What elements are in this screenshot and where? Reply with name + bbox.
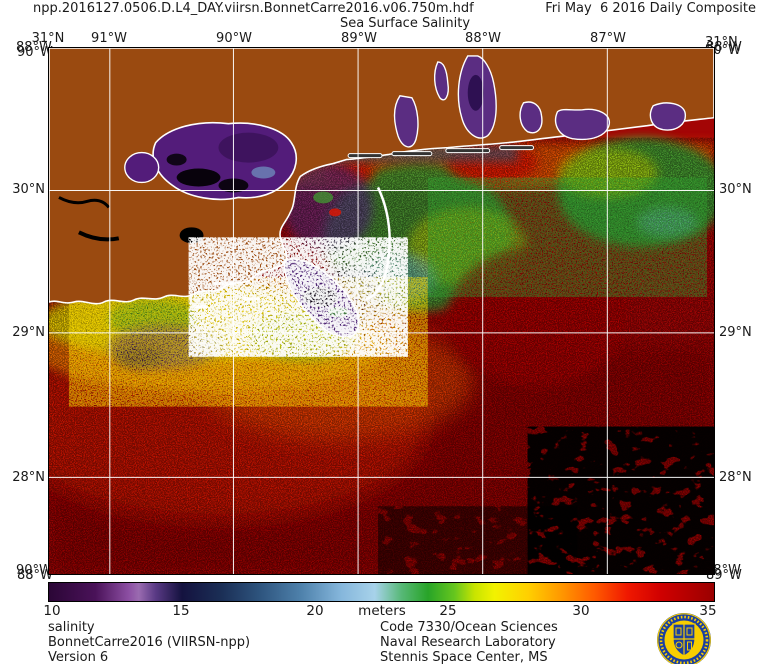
org-location: Stennis Space Center, MS bbox=[380, 650, 548, 664]
lat-label-30n-right: 30°N bbox=[719, 182, 752, 197]
nrl-seal-logo bbox=[656, 612, 712, 664]
lat-label-28n-right: 28°N bbox=[719, 470, 752, 485]
barrier-islands bbox=[347, 145, 535, 159]
lon-label-91w: 91°W bbox=[91, 31, 127, 46]
corner-labels-bottom-left: 90°W 88°W bbox=[16, 563, 53, 583]
salinity-map bbox=[48, 47, 715, 575]
colorbar-units-label: meters bbox=[358, 603, 406, 619]
colorbar-gradient bbox=[48, 582, 715, 602]
corner-labels-top-left: 88°W 90°W bbox=[16, 40, 53, 60]
colorbar-tick-20: 20 bbox=[306, 603, 324, 619]
colorbar-tick-10: 10 bbox=[43, 603, 61, 619]
bay-deep-fresh bbox=[467, 74, 484, 111]
lat-label-28n-left: 28°N bbox=[12, 470, 45, 485]
lake-pontchartrain bbox=[152, 121, 298, 201]
colorbar-tick-35: 35 bbox=[699, 603, 717, 619]
colorbar-tick-15: 15 bbox=[172, 603, 190, 619]
graticule-gridlines bbox=[49, 48, 714, 574]
lake-maurepas bbox=[124, 151, 160, 184]
data-gap-speckles bbox=[378, 426, 714, 574]
river-channel-2 bbox=[78, 230, 120, 242]
lon-label-87w: 87°W bbox=[590, 31, 626, 46]
colorbar-tick-25: 25 bbox=[439, 603, 457, 619]
colorbar-tick-30: 30 bbox=[572, 603, 590, 619]
marsh-speckle bbox=[188, 237, 408, 357]
product-info-block: salinity BonnetCarre2016 (VIIRSN-npp) Ve… bbox=[48, 620, 250, 664]
salinity-map-canvas bbox=[49, 48, 714, 574]
product-version: Version 6 bbox=[48, 650, 109, 664]
org-name: Naval Research Laboratory bbox=[380, 635, 556, 650]
product-region: BonnetCarre2016 (VIIRSN-npp) bbox=[48, 635, 251, 650]
composite-date: Fri May 6 2016 Daily Composite bbox=[545, 1, 756, 16]
hdf-filename: npp.2016127.0506.D.L4_DAY.viirsn.BonnetC… bbox=[33, 1, 474, 16]
organization-block: Code 7330/Ocean Sciences Naval Research … bbox=[380, 620, 558, 664]
nrl-seal-icon bbox=[657, 613, 711, 664]
river-channel bbox=[58, 196, 110, 209]
lon-label-89w: 89°W bbox=[341, 31, 377, 46]
lat-label-30n-left: 30°N bbox=[12, 182, 45, 197]
product-parameter: salinity bbox=[48, 620, 95, 635]
lon-label-90w: 90°W bbox=[216, 31, 252, 46]
top-lat-label: 31°N bbox=[31, 31, 65, 46]
plot-title: Sea Surface Salinity bbox=[339, 16, 471, 31]
org-code: Code 7330/Ocean Sciences bbox=[380, 620, 558, 635]
lat-label-29n-right: 29°N bbox=[719, 325, 752, 340]
lon-label-88w: 88°W bbox=[465, 31, 501, 46]
lat-label-29n-left: 29°N bbox=[12, 325, 45, 340]
